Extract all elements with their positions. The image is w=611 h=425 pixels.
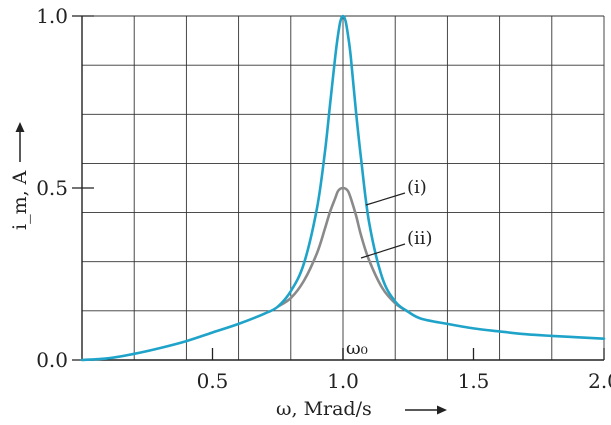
ticks: 0.5 1.0 1.5 2.0 0.0 0.5 1.0: [36, 4, 611, 393]
x-tick-label: 1.0: [327, 369, 359, 393]
y-axis-label: i_m, A: [9, 170, 31, 230]
x-axis-label: ω, Mrad/s: [276, 398, 372, 420]
y-tick-label: 1.0: [36, 4, 68, 28]
series-line-ii: [276, 186, 410, 314]
series: [80, 14, 606, 362]
series-label-i-leader: [365, 192, 406, 206]
series-label-i: (i): [407, 177, 427, 198]
x-tick-label: 2.0: [588, 369, 611, 393]
x-axis-arrow: [405, 405, 447, 415]
series-label-ii: (ii): [407, 228, 433, 249]
x-tick-label: 0.5: [197, 369, 229, 393]
y-axis-arrow: [15, 122, 25, 162]
grid: [81, 15, 605, 361]
series-line-i: [80, 14, 606, 362]
y-tick-label: 0.5: [36, 176, 68, 200]
series-label-ii-leader: [360, 243, 406, 259]
y-tick-label: 0.0: [36, 348, 68, 372]
resonance-label: ω₀: [346, 338, 368, 359]
x-tick-label: 1.5: [458, 369, 490, 393]
